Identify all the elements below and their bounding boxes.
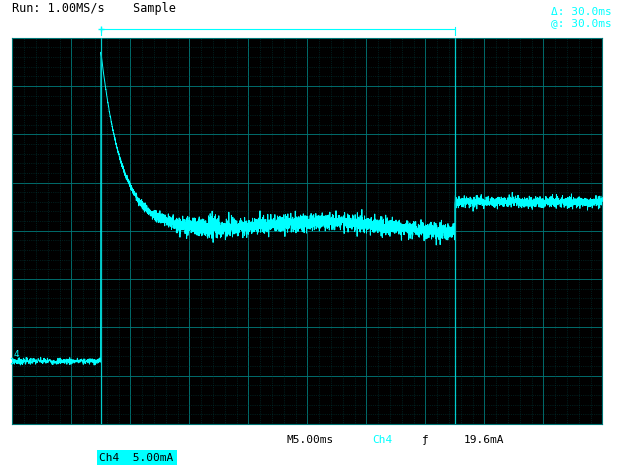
Text: Ch4: Ch4 (372, 435, 392, 445)
Text: Ch4  5.00mA: Ch4 5.00mA (99, 453, 174, 463)
Text: ƒ: ƒ (422, 435, 428, 445)
Text: Δ: 30.0ms: Δ: 30.0ms (551, 7, 612, 17)
Text: 19.6mA: 19.6mA (464, 435, 505, 445)
Text: @: 30.0ms: @: 30.0ms (551, 18, 612, 28)
Text: M5.00ms: M5.00ms (287, 435, 334, 445)
Text: 4: 4 (14, 350, 19, 359)
Text: Run: 1.00MS/s    Sample: Run: 1.00MS/s Sample (12, 2, 176, 16)
